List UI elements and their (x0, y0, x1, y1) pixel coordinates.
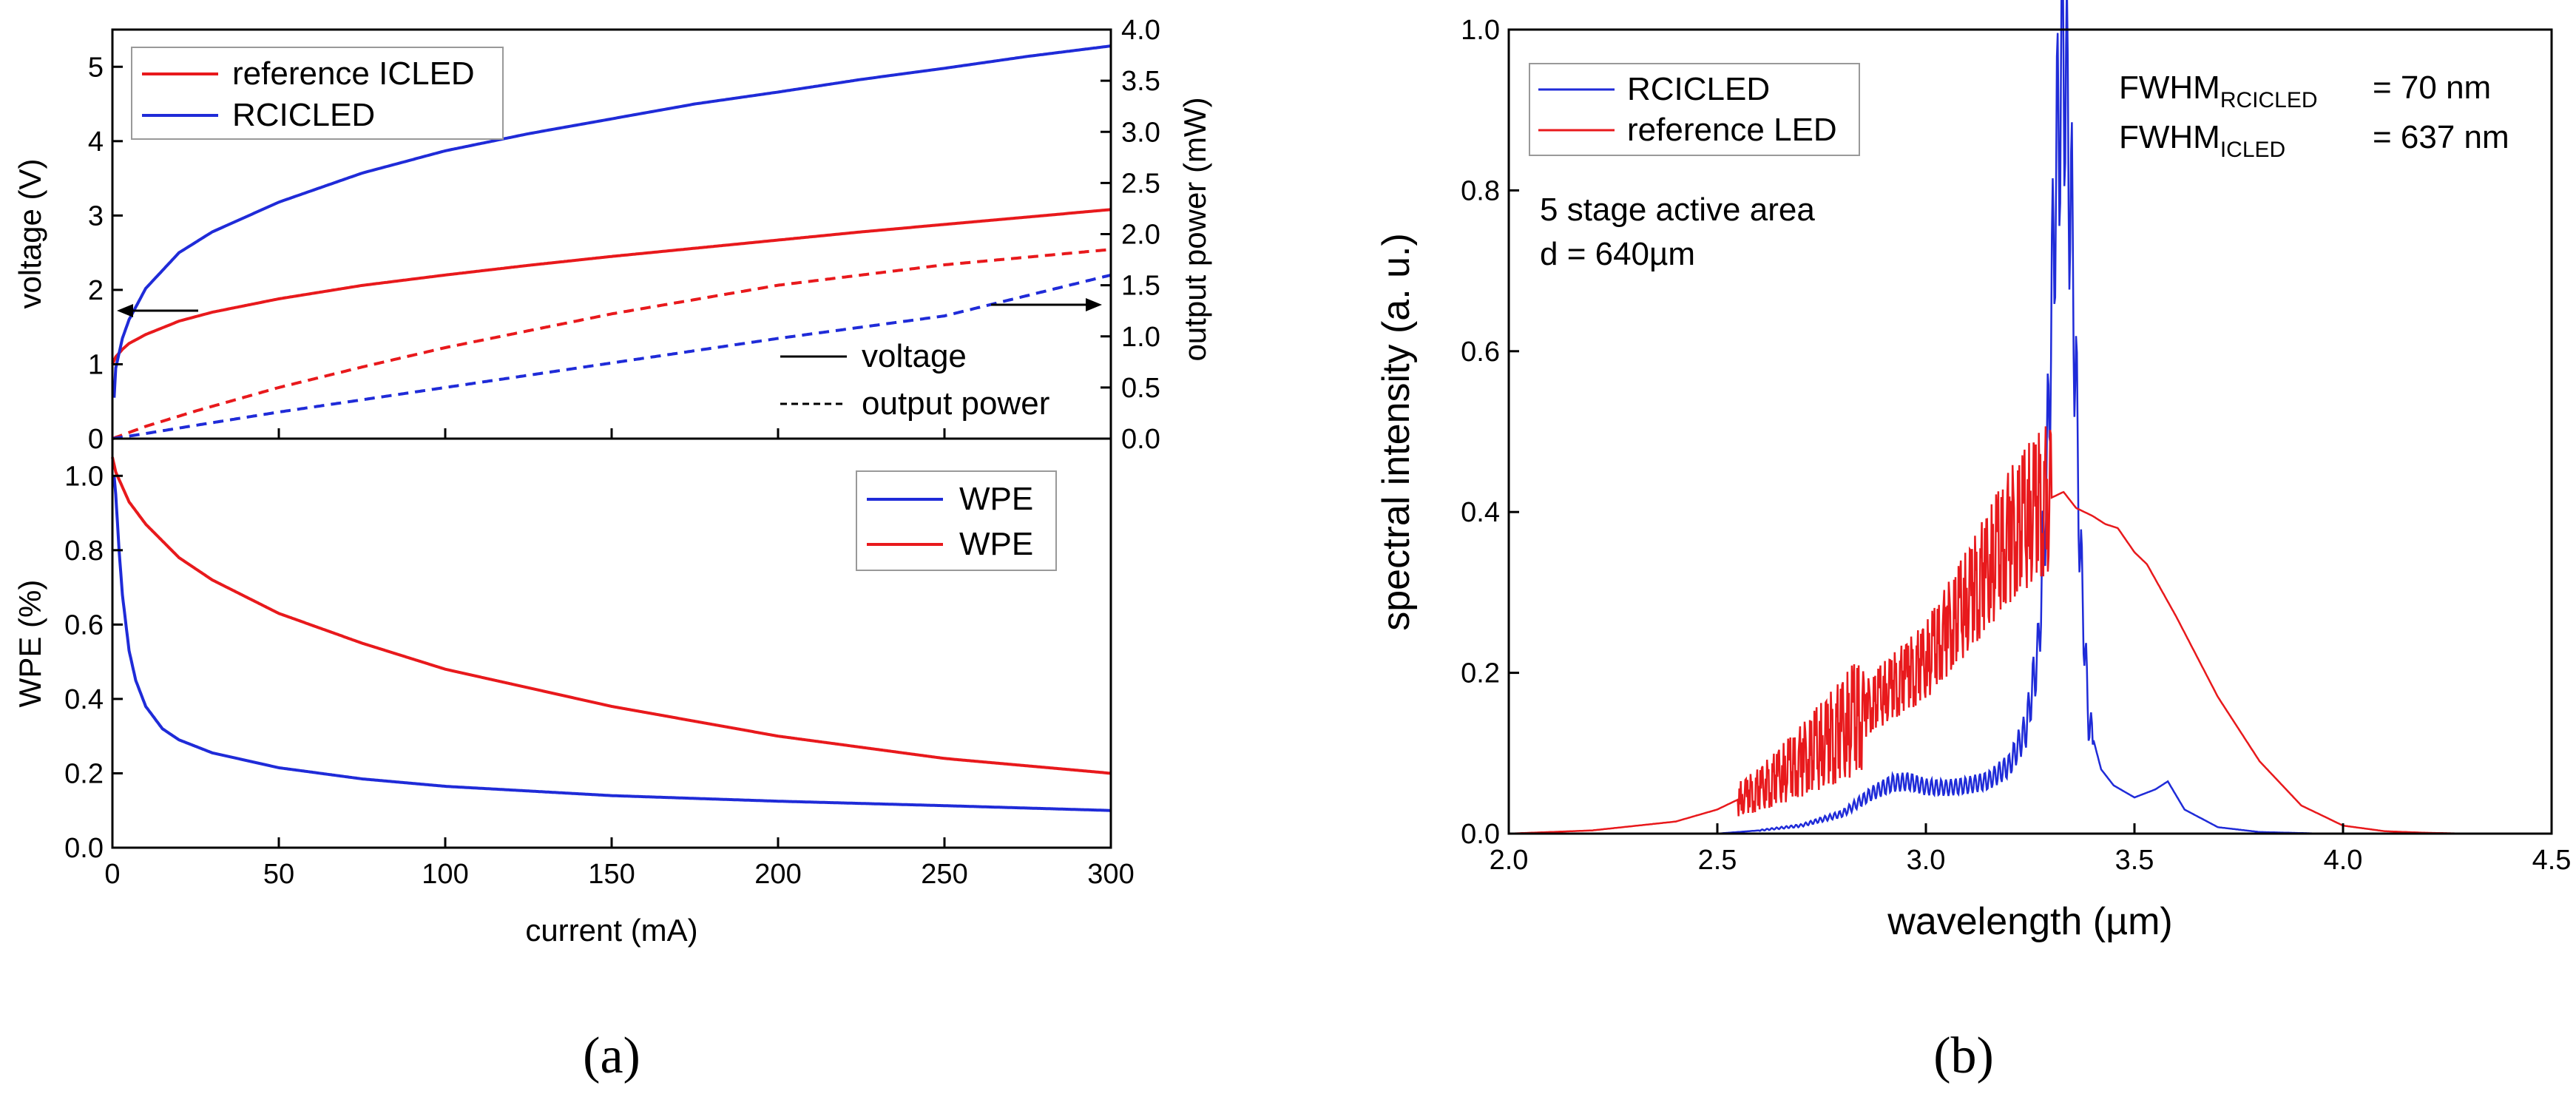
legend-label-b-reference-led: reference LED (1627, 112, 1837, 148)
a-top-y2-tick-label: 3.0 (1121, 117, 1160, 148)
chart-a-bottom: 0.0 0.2 0.4 0.6 0.8 1.0 0 50 100 150 200 250 300 WP… (13, 437, 1135, 948)
panel-label-b: (b) (1933, 1027, 1994, 1084)
a-bottom-ylabel: WPE (%) (13, 580, 47, 708)
b-y-tick-label: 0.8 (1461, 175, 1500, 206)
series-wpe-red (111, 456, 1112, 775)
b-xlabel: wavelength (µm) (1887, 900, 2172, 943)
a-top-y2-ticks: 0.0 0.5 1.0 1.5 2.0 2.5 3.0 3.5 4.0 (1101, 15, 1160, 455)
a-top-arrows (117, 298, 1102, 317)
b-y-tick-label: 0.2 (1461, 658, 1500, 689)
arrow-left-head (117, 304, 133, 317)
b-x-tick-label: 2.0 (1490, 845, 1529, 876)
a-top-y-tick-label: 2 (88, 275, 104, 306)
panel-label-a: (a) (583, 1027, 640, 1084)
b-x-tick-label: 3.5 (2115, 845, 2154, 876)
arrow-right-head (1086, 298, 1102, 311)
a-bottom-x-tick-label: 100 (422, 859, 468, 890)
chart-b: 0.0 0.2 0.4 0.6 0.8 1.0 2.0 2.5 3.0 3.5 4.0 4.5 sp… (1375, 0, 2571, 943)
series-reference-icled-output-power (112, 248, 1112, 440)
a-top-ylabel: voltage (V) (13, 158, 47, 308)
b-x-tick-label: 4.0 (2324, 845, 2363, 876)
b-frame (1507, 28, 2553, 835)
a-bottom-y-tick-label: 1.0 (64, 461, 104, 492)
a-bottom-y-ticks: 0.0 0.2 0.4 0.6 0.8 1.0 (64, 461, 123, 864)
fwhm-rcicled-label: FWHMRCICLED (2119, 70, 2318, 112)
a-top-y-tick-label: 5 (88, 52, 104, 83)
legend-label-wpe-red: WPE (959, 526, 1033, 562)
a-top-legend-style: voltage output power (780, 338, 1049, 422)
b-x-tick-label: 3.0 (1907, 845, 1946, 876)
a-top-y-tick-label: 3 (88, 200, 104, 232)
a-bottom-x-tick-label: 50 (263, 859, 294, 890)
legend-label-voltage: voltage (862, 338, 967, 374)
a-top-y2-tick-label: 1.5 (1121, 271, 1160, 302)
b-x-tick-label: 4.5 (2532, 845, 2572, 876)
a-bottom-x-ticks: 0 50 100 150 200 250 300 (104, 837, 1135, 890)
b-y-tick-label: 0.4 (1461, 497, 1500, 528)
panel-b: 0.0 0.2 0.4 0.6 0.8 1.0 2.0 2.5 3.0 3.5 4.0 4.5 sp… (1375, 0, 2571, 1084)
a-bottom-x-tick-label: 0 (104, 859, 120, 890)
a-top-y2-tick-label: 2.5 (1121, 168, 1160, 199)
panel-a: 0 1 2 3 4 5 0.0 0.5 1.0 1.5 2.0 2.5 3.0 3.5 4.0 volta… (13, 15, 1212, 1084)
a-bottom-legend: WPE WPE (856, 470, 1057, 571)
b-y-tick-label: 1.0 (1461, 15, 1500, 46)
a-bottom-y-tick-label: 0.8 (64, 536, 104, 567)
a-bottom-x-tick-label: 150 (588, 859, 635, 890)
b-series-group (1509, 0, 2552, 835)
a-top-y2-tick-label: 3.5 (1121, 66, 1160, 97)
legend-label-output-power: output power (862, 385, 1049, 422)
series-rcicled-output-power (112, 273, 1112, 440)
b-legend-box (1529, 63, 1860, 156)
series-rcicled-voltage (112, 44, 1112, 398)
series-b-reference-led (1509, 426, 2552, 835)
a-bottom-y-tick-label: 0.2 (64, 758, 104, 789)
b-y-tick-label: 0.6 (1461, 337, 1500, 368)
b-x-tick-label: 2.5 (1698, 845, 1737, 876)
a-top-legend-series: reference ICLED RCICLED (131, 47, 504, 140)
a-bottom-series-group (111, 456, 1112, 812)
a-bottom-x-tick-label: 200 (754, 859, 801, 890)
a-bottom-y-tick-label: 0.6 (64, 610, 104, 641)
a-top-y2-tick-label: 2.0 (1121, 220, 1160, 251)
b-x-ticks: 2.0 2.5 3.0 3.5 4.0 4.5 (1490, 823, 2572, 876)
series-wpe-blue (112, 476, 1111, 812)
a-top-y-tick-label: 0 (88, 424, 104, 455)
diameter-label: d = 640µm (1540, 236, 1695, 272)
a-bottom-x-tick-label: 250 (921, 859, 967, 890)
fwhm-rcicled-value: = 70 nm (2373, 70, 2491, 106)
a-top-y2-tick-label: 0.0 (1121, 424, 1160, 455)
legend-label-rcicled: RCICLED (232, 97, 375, 133)
a-top-y2-tick-label: 4.0 (1121, 15, 1160, 46)
a-top-series-group (111, 44, 1112, 440)
a-bottom-legend-box (856, 470, 1057, 571)
a-top-y2-tick-label: 1.0 (1121, 322, 1160, 353)
a-bottom-y-tick-label: 0.4 (64, 684, 104, 715)
a-bottom-x-tick-label: 300 (1087, 859, 1134, 890)
a-bottom-y-tick-label: 0.0 (64, 833, 104, 864)
a-top-y2-tick-label: 0.5 (1121, 373, 1160, 404)
fwhm-icled-value: = 637 nm (2373, 119, 2509, 155)
a-bottom-xlabel: current (mA) (525, 913, 697, 948)
legend-label-wpe-blue: WPE (959, 481, 1033, 517)
a-top-y-tick-label: 4 (88, 126, 104, 158)
chart-a-top: 0 1 2 3 4 5 0.0 0.5 1.0 1.5 2.0 2.5 3.0 3.5 4.0 volta… (13, 15, 1212, 455)
series-reference-icled-voltage (111, 208, 1112, 365)
b-y-ticks: 0.0 0.2 0.4 0.6 0.8 1.0 (1461, 15, 1519, 850)
b-y-tick-label: 0.0 (1461, 819, 1500, 850)
fwhm-icled-label: FWHMICLED (2119, 119, 2285, 162)
active-area-label: 5 stage active area (1540, 192, 1815, 228)
legend-label-b-rcicled: RCICLED (1627, 71, 1770, 107)
b-legend: RCICLED reference LED (1529, 63, 1860, 156)
a-top-y2label: output power (mW) (1177, 97, 1212, 361)
a-top-legend-box (131, 47, 504, 140)
series-b-rcicled (1650, 0, 2322, 835)
b-fwhm-annotations: FWHMRCICLED = 70 nm FWHMICLED = 637 nm 5… (1540, 70, 2509, 272)
b-ylabel: spectral intensity (a. u.) (1375, 233, 1418, 631)
a-top-y-tick-label: 1 (88, 349, 104, 380)
legend-label-reference-icled: reference ICLED (232, 55, 475, 92)
